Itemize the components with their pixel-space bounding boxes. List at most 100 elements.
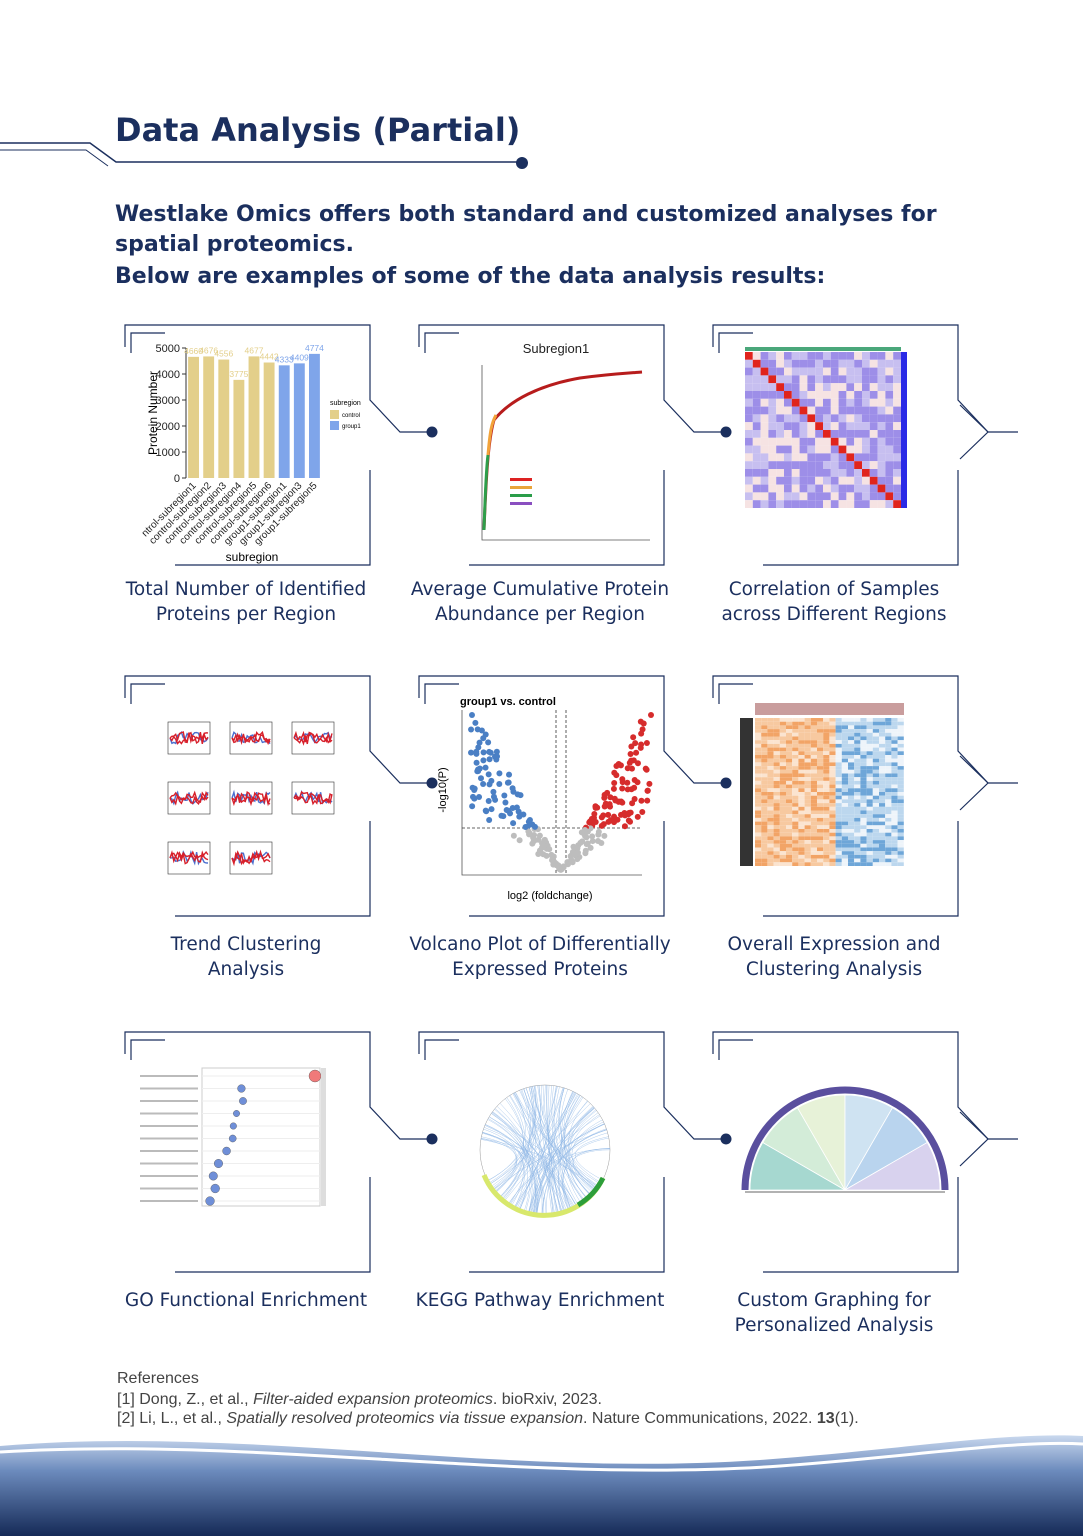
heatmap-cell: [779, 836, 786, 841]
volcano-point: [504, 779, 511, 786]
heatmap-cell: [879, 832, 886, 837]
heatmap-cell: [848, 803, 855, 807]
heatmap-cell: [891, 755, 898, 759]
heatmap-cell: [897, 806, 904, 811]
heatmap-cell: [798, 792, 805, 796]
heatmap-cell: [804, 843, 811, 848]
heatmap-cell: [891, 780, 898, 785]
panel-caption: Total Number of Identified: [125, 579, 366, 600]
heatmap-cell: [885, 721, 892, 726]
heatmap-cell: [752, 437, 761, 446]
heatmap-cell: [860, 854, 867, 859]
heatmap-cell: [768, 352, 777, 360]
chord: [489, 1092, 576, 1185]
heatmap-cell: [872, 806, 879, 811]
heatmap-cell: [761, 817, 768, 822]
reference: [1] Dong, Z., et al., Filter-aided expan…: [117, 1391, 602, 1408]
heatmap-cell: [810, 721, 817, 726]
trend-line: [231, 732, 271, 746]
heatmap-cell: [817, 755, 824, 759]
heatmap-cell: [791, 484, 800, 493]
heatmap-cell: [869, 406, 878, 415]
heatmap-cell: [829, 858, 836, 863]
heatmap-cell: [767, 821, 774, 826]
heatmap-cell: [846, 476, 855, 485]
chord: [527, 1092, 577, 1213]
heatmap-cell: [893, 430, 901, 438]
heatmap-cell: [835, 795, 842, 800]
heatmap-cell: [784, 484, 792, 493]
heatmap-cell: [810, 729, 817, 733]
heatmap-cell: [848, 762, 855, 767]
volcano-point: [483, 808, 490, 815]
volcano-point: [478, 727, 485, 734]
heatmap-cell: [838, 469, 847, 477]
heatmap-cell: [897, 725, 904, 730]
panel-frame: [763, 821, 959, 917]
heatmap-cell: [804, 832, 811, 837]
heatmap-cell: [829, 803, 836, 807]
heatmap-cell: [838, 500, 847, 508]
title-dot: [516, 157, 528, 169]
heatmap-cell: [779, 832, 786, 837]
heatmap-cell: [897, 736, 904, 741]
heatmap-cell: [848, 795, 855, 800]
heatmap-cell: [776, 476, 784, 485]
volcano-point: [595, 831, 602, 838]
panel-frame: [175, 470, 371, 566]
heatmap-cell: [891, 718, 898, 722]
bar: [188, 356, 199, 478]
heatmap-cell: [792, 784, 799, 789]
go-dot: [213, 1159, 223, 1168]
heatmap-cell: [807, 445, 816, 454]
heatmap-cell: [872, 777, 879, 781]
heatmap-cell: [786, 732, 793, 737]
heatmap-cell: [879, 777, 886, 781]
heatmap-cell: [815, 422, 823, 430]
heatmap-cell: [885, 718, 892, 722]
heatmap-cell: [841, 773, 848, 778]
heatmap-cell: [784, 500, 792, 508]
heatmap-cell: [799, 383, 808, 391]
heatmap-cell: [872, 747, 879, 752]
heatmap-cell: [841, 854, 848, 859]
heatmap-cell: [773, 803, 780, 807]
heatmap-cell: [779, 862, 786, 866]
panel-frame: [712, 324, 1018, 433]
heatmap-cell: [835, 806, 842, 811]
heatmap-cell: [798, 747, 805, 752]
heatmap-cell: [879, 847, 886, 852]
heatmap-cell: [866, 792, 873, 796]
heatmap-cell: [823, 780, 830, 785]
panel-caption: Correlation of Samples: [729, 579, 940, 600]
heatmap-cell: [798, 773, 805, 778]
heatmap-cell: [773, 762, 780, 767]
heatmap-cell: [767, 762, 774, 767]
heatmap-cell: [860, 847, 867, 852]
heatmap-cell: [866, 747, 873, 752]
heatmap-cell: [799, 422, 808, 430]
volcano-point: [494, 753, 501, 760]
heatmap-cell: [872, 758, 879, 763]
heatmap-cell: [799, 398, 808, 407]
heatmap-cell: [885, 851, 892, 855]
heatmap-cell: [829, 851, 836, 855]
heatmap-cell: [860, 858, 867, 863]
heatmap-cell: [823, 773, 830, 778]
heatmap-cell: [860, 751, 867, 755]
volcano-point: [617, 762, 624, 769]
chord: [553, 1087, 565, 1214]
volcano-point: [482, 731, 489, 738]
heatmap-cell: [792, 729, 799, 733]
heatmap-cell: [752, 445, 761, 454]
heatmap-cell: [776, 461, 784, 469]
heatmap-cell: [897, 777, 904, 781]
heatmap-cell: [848, 825, 855, 829]
heatmap-cell: [866, 829, 873, 833]
heatmap-cell: [854, 817, 861, 822]
heatmap-cell: [823, 500, 831, 508]
heatmap-cell: [776, 414, 784, 423]
heatmap-cell: [810, 769, 817, 774]
heatmap-cell: [755, 814, 762, 818]
heatmap-cell: [841, 795, 848, 800]
